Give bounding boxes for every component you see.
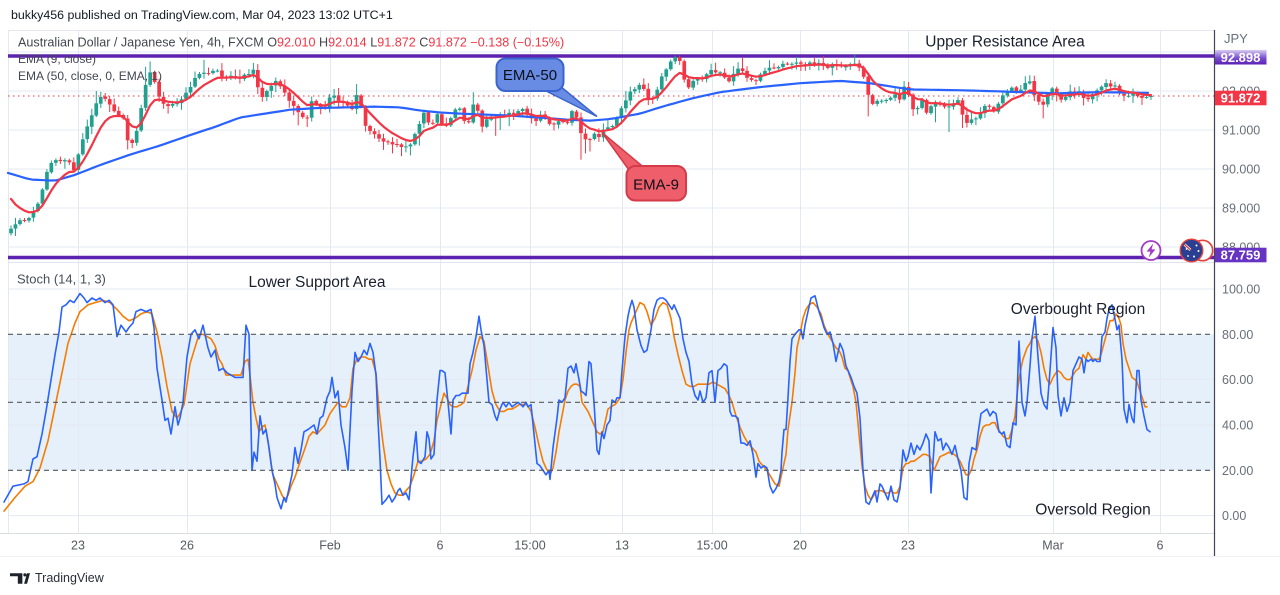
svg-text:15:00: 15:00: [696, 539, 727, 553]
svg-text:Mar: Mar: [1042, 539, 1064, 553]
svg-text:80.00: 80.00: [1222, 328, 1253, 342]
svg-text:EMA (9, close): EMA (9, close): [18, 52, 96, 66]
svg-text:89.000: 89.000: [1222, 202, 1260, 216]
svg-text:Feb: Feb: [319, 539, 341, 553]
svg-text:15:00: 15:00: [514, 539, 545, 553]
svg-text:20: 20: [793, 539, 807, 553]
svg-text:40.00: 40.00: [1222, 419, 1253, 433]
svg-text:JPY: JPY: [1224, 31, 1248, 46]
svg-text:Upper Resistance Area: Upper Resistance Area: [925, 34, 1085, 51]
svg-text:91.872: 91.872: [1221, 91, 1261, 106]
svg-text:EMA-50: EMA-50: [503, 67, 557, 84]
svg-text:100.00: 100.00: [1222, 283, 1260, 297]
svg-text:Australian Dollar / Japanese Y: Australian Dollar / Japanese Yen, 4h, FX…: [18, 36, 564, 50]
svg-text:23: 23: [901, 539, 915, 553]
svg-text:EMA (50, close, 0, EMA, 1): EMA (50, close, 0, EMA, 1): [18, 69, 162, 83]
svg-text:23: 23: [71, 539, 85, 553]
svg-text:13: 13: [615, 539, 629, 553]
svg-text:91.000: 91.000: [1222, 124, 1260, 138]
svg-text:Lower Support Area: Lower Support Area: [248, 274, 385, 291]
svg-text:90.000: 90.000: [1222, 163, 1260, 177]
svg-text:EMA-9: EMA-9: [633, 177, 679, 194]
svg-text:6: 6: [437, 539, 444, 553]
svg-text:6: 6: [1157, 539, 1164, 553]
svg-text:26: 26: [180, 539, 194, 553]
svg-text:60.00: 60.00: [1222, 373, 1253, 387]
svg-text:87.759: 87.759: [1221, 248, 1261, 263]
svg-text:Overbought Region: Overbought Region: [1011, 301, 1145, 318]
svg-text:0.00: 0.00: [1222, 509, 1246, 523]
svg-text:92.898: 92.898: [1221, 50, 1261, 65]
svg-text:Stoch (14, 1, 3): Stoch (14, 1, 3): [17, 272, 106, 287]
svg-text:20.00: 20.00: [1222, 464, 1253, 478]
svg-text:Oversold Region: Oversold Region: [1035, 502, 1150, 519]
